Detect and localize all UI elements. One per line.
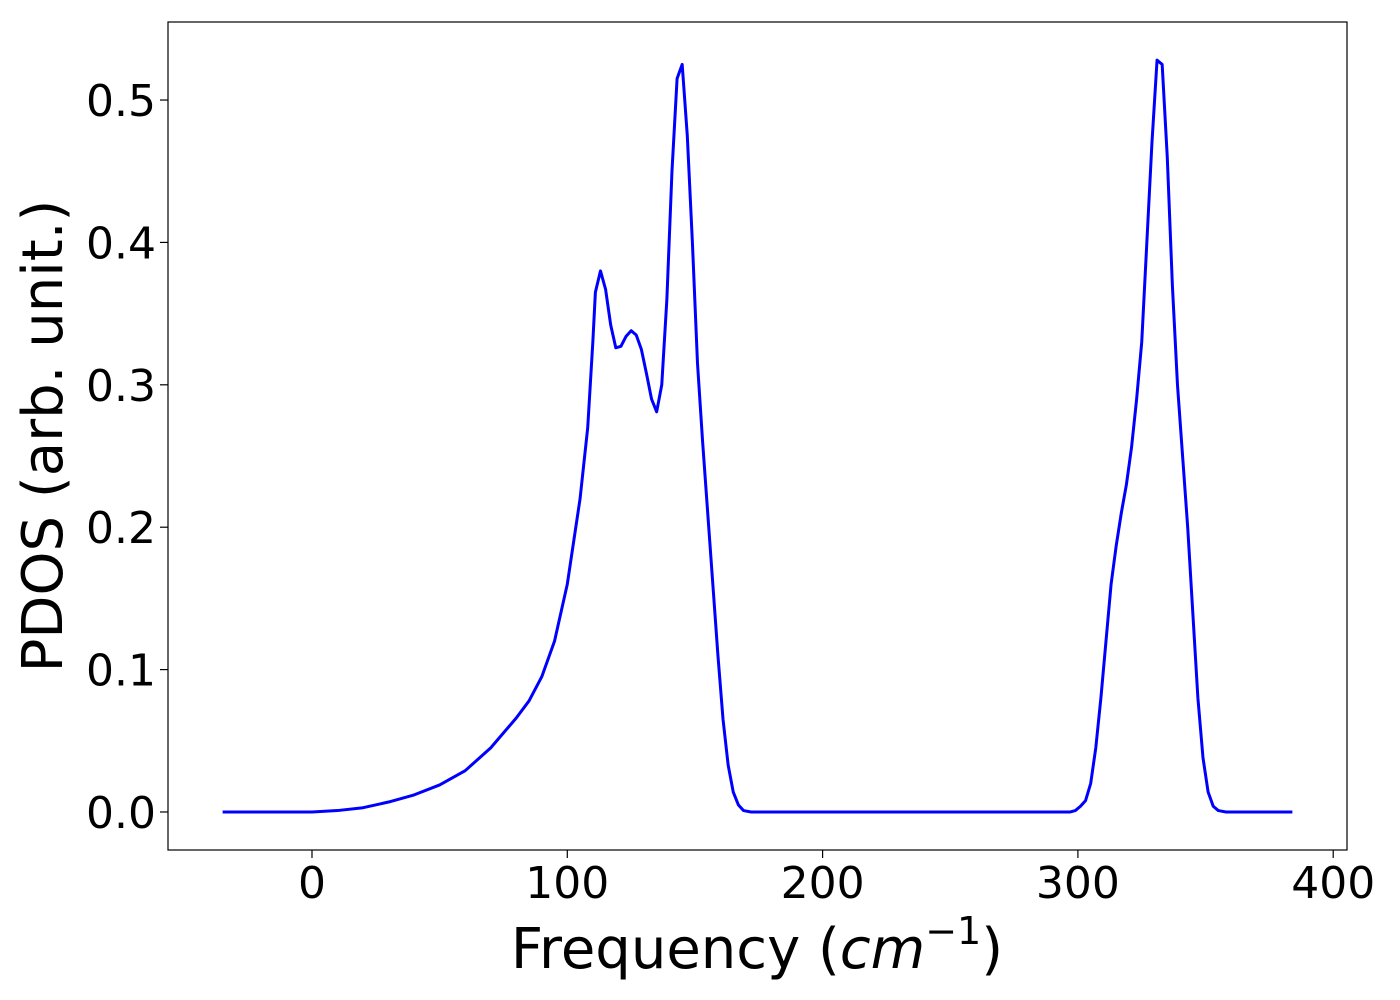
- x-tick-label: 200: [781, 858, 865, 909]
- y-tick-label: 0.5: [86, 76, 156, 127]
- plot-frame: [167, 21, 1348, 851]
- y-tick-label: 0.0: [86, 788, 156, 839]
- x-axis-label: Frequency (cm−1): [511, 909, 1003, 982]
- x-label-text: Frequency (: [511, 917, 840, 982]
- y-tick-label: 0.3: [86, 361, 156, 412]
- x-tick-label: 300: [1036, 858, 1120, 909]
- y-tick-label: 0.4: [86, 218, 156, 269]
- x-tick-label: 0: [298, 858, 326, 909]
- series-line: [222, 58, 1293, 814]
- x-label-exponent: −1: [925, 909, 981, 953]
- y-axis-label: PDOS (arb. unit.): [11, 200, 76, 673]
- x-tick-label: 100: [525, 858, 609, 909]
- y-tick-label: 0.1: [86, 646, 156, 697]
- x-label-unit: cm: [840, 917, 925, 982]
- x-tick-label: 400: [1291, 858, 1375, 909]
- y-tick-label: 0.2: [86, 503, 156, 554]
- x-label-close: ): [981, 917, 1003, 982]
